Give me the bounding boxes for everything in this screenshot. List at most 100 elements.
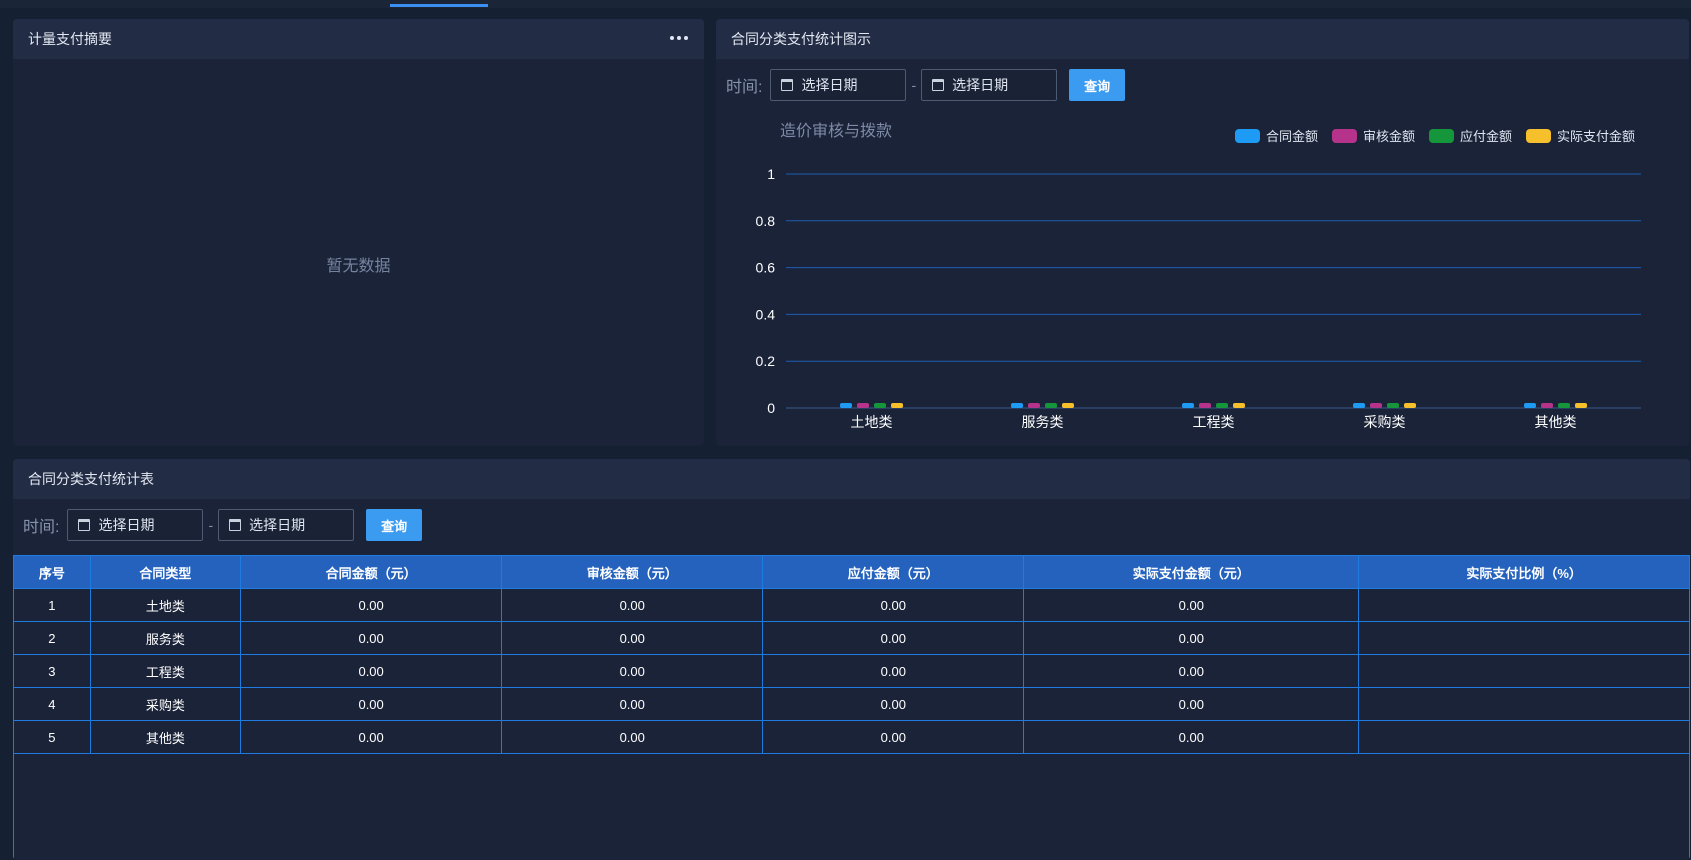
y-tick-label: 0.4	[756, 306, 776, 322]
table-cell: 1	[13, 588, 91, 622]
x-tick-label: 其他类	[1535, 414, 1577, 430]
summary-panel: 计量支付摘要 暂无数据	[13, 19, 704, 446]
table-cell: 0.00	[762, 654, 1025, 688]
table-cell: 5	[13, 720, 91, 754]
date-separator: -	[911, 77, 917, 93]
table-row: 4 采购类 0.00 0.00 0.00 0.00	[13, 687, 1690, 721]
table-header-row: 序号 合同类型 合同金额（元） 审核金额（元） 应付金额（元） 实际支付金额（元…	[13, 555, 1690, 589]
legend-swatch	[1332, 129, 1357, 143]
table-cell: 0.00	[762, 720, 1025, 754]
chart-panel-title: 合同分类支付统计图示	[731, 31, 871, 47]
bar-chart: 造价审核与拨款 0 0.2 0.4 0.6 0.8 1 土地类 服务类 工程类 采购类 其他类 合同金额…	[756, 122, 1641, 430]
end-date-picker[interactable]: 选择日期	[921, 69, 1058, 101]
summary-panel-header: 计量支付摘要	[13, 19, 704, 59]
chart-panel-header: 合同分类支付统计图示	[716, 19, 1689, 59]
summary-panel-title: 计量支付摘要	[28, 31, 112, 47]
table-filter-row: 时间: 选择日期 - 选择日期 查询	[23, 509, 423, 541]
table-cell	[1358, 654, 1690, 688]
table-cell: 4	[13, 687, 91, 721]
table-cell: 0.00	[240, 654, 503, 688]
table-cell: 0.00	[1023, 687, 1360, 721]
table-cell: 采购类	[89, 687, 242, 721]
column-header: 审核金额（元）	[501, 555, 764, 589]
start-date-picker[interactable]: 选择日期	[770, 69, 907, 101]
table-cell: 0.00	[501, 720, 764, 754]
bar	[1387, 403, 1399, 408]
column-header: 应付金额（元）	[762, 555, 1025, 589]
table-cell: 0.00	[501, 588, 764, 622]
table-cell: 0.00	[240, 621, 503, 655]
date-separator: -	[208, 517, 214, 533]
bar	[1404, 403, 1416, 408]
table-cell: 0.00	[501, 621, 764, 655]
bar	[1199, 403, 1211, 408]
table-panel: 合同分类支付统计表 时间: 选择日期 - 选择日期 查询 序号 合同类型 合同金…	[13, 459, 1690, 860]
bar	[891, 403, 903, 408]
bar	[1524, 403, 1536, 408]
time-label: 时间:	[23, 519, 60, 536]
bar	[1062, 403, 1074, 408]
chart-filter-row: 时间: 选择日期 - 选择日期 查询	[726, 69, 1126, 101]
calendar-icon	[932, 79, 945, 91]
table-query-button[interactable]: 查询	[366, 509, 423, 541]
table-cell: 0.00	[240, 588, 503, 622]
column-header: 合同金额（元）	[240, 555, 503, 589]
x-tick-label: 服务类	[1022, 414, 1064, 430]
table-cell	[1358, 621, 1690, 655]
legend-label: 审核金额	[1363, 129, 1415, 144]
bar	[1575, 403, 1587, 408]
calendar-icon	[78, 519, 91, 531]
legend-swatch	[1235, 129, 1260, 143]
column-header: 序号	[13, 555, 91, 589]
bar	[1558, 403, 1570, 408]
legend-swatch	[1526, 129, 1551, 143]
bar	[1182, 403, 1194, 408]
calendar-icon	[229, 519, 242, 531]
x-tick-label: 采购类	[1364, 414, 1406, 430]
table-cell: 3	[13, 654, 91, 688]
legend-swatch	[1429, 129, 1454, 143]
bar	[1045, 403, 1057, 408]
table-cell: 0.00	[1023, 654, 1360, 688]
table-panel-header: 合同分类支付统计表	[13, 459, 1690, 499]
table-cell: 0.00	[762, 687, 1025, 721]
start-date-placeholder: 选择日期	[98, 517, 155, 533]
table-row: 5 其他类 0.00 0.00 0.00 0.00	[13, 720, 1690, 754]
table-row: 2 服务类 0.00 0.00 0.00 0.00	[13, 621, 1690, 655]
calendar-icon	[781, 79, 794, 91]
bar	[1353, 403, 1365, 408]
table-cell	[1358, 588, 1690, 622]
active-tab-indicator	[390, 4, 488, 7]
table-cell	[1358, 720, 1690, 754]
bar	[1028, 403, 1040, 408]
end-date-picker[interactable]: 选择日期	[218, 509, 355, 541]
y-tick-label: 0.2	[756, 353, 776, 369]
bar	[874, 403, 886, 408]
empty-state-text: 暂无数据	[326, 258, 391, 275]
bar	[857, 403, 869, 408]
chart-query-button[interactable]: 查询	[1069, 69, 1126, 101]
legend-label: 合同金额	[1266, 129, 1318, 144]
column-header: 实际支付比例（%）	[1358, 555, 1690, 589]
bar	[1370, 403, 1382, 408]
x-tick-label: 工程类	[1193, 414, 1235, 430]
y-tick-label: 0.6	[756, 260, 776, 276]
end-date-placeholder: 选择日期	[952, 77, 1009, 93]
table-cell: 2	[13, 621, 91, 655]
table-cell: 0.00	[762, 588, 1025, 622]
table-cell: 其他类	[89, 720, 242, 754]
time-label: 时间:	[726, 79, 763, 96]
chart-panel: 合同分类支付统计图示 时间: 选择日期 - 选择日期 查询 造价审核与拨款 0 0.…	[716, 19, 1689, 446]
table-cell: 土地类	[89, 588, 242, 622]
table-cell: 0.00	[1023, 720, 1360, 754]
table-cell: 工程类	[89, 654, 242, 688]
y-tick-label: 0	[767, 400, 775, 416]
table-cell: 0.00	[1023, 621, 1360, 655]
bar	[1216, 403, 1228, 408]
table-cell	[1358, 687, 1690, 721]
more-icon[interactable]	[670, 31, 688, 45]
bar	[840, 403, 852, 408]
start-date-picker[interactable]: 选择日期	[67, 509, 204, 541]
column-header: 实际支付金额（元）	[1023, 555, 1360, 589]
table-cell: 0.00	[762, 621, 1025, 655]
